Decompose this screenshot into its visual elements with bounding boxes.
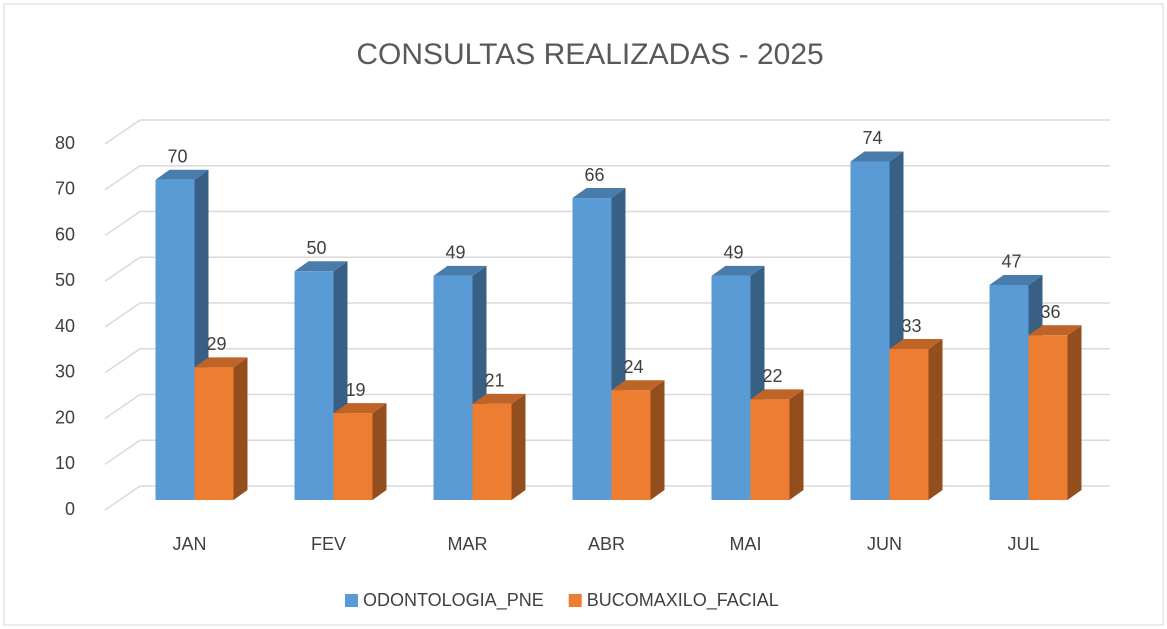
bar — [750, 399, 790, 500]
bar — [989, 284, 1029, 500]
x-tick-label: JAN — [172, 534, 206, 554]
grid-line — [104, 348, 1110, 374]
bar — [889, 349, 929, 500]
data-label: 19 — [345, 380, 365, 400]
bar — [611, 390, 651, 500]
grid-line — [104, 119, 1110, 145]
bar-top — [294, 261, 348, 272]
data-label: 29 — [206, 334, 226, 354]
data-label: 74 — [862, 128, 882, 148]
data-label: 47 — [1001, 252, 1021, 272]
y-tick-label: 50 — [55, 270, 75, 290]
bar-top — [1028, 325, 1082, 336]
bar-side — [650, 380, 665, 500]
data-label: 24 — [623, 357, 643, 377]
legend-label: BUCOMAXILO_FACIAL — [587, 590, 779, 611]
y-tick-label: 10 — [55, 453, 75, 473]
bar — [433, 275, 473, 500]
y-tick-label: 30 — [55, 362, 75, 382]
bar — [850, 161, 890, 500]
bar-top — [572, 188, 626, 199]
bar-top — [155, 169, 209, 180]
bar-side — [372, 403, 387, 500]
data-label: 33 — [901, 316, 921, 336]
bar — [1028, 335, 1068, 500]
bar-top — [850, 151, 904, 162]
data-label: 49 — [445, 243, 465, 263]
bar-top — [989, 274, 1043, 285]
grid-line — [104, 256, 1110, 282]
bar-side — [511, 393, 526, 500]
bar-side — [233, 357, 248, 500]
chart-title: CONSULTAS REALIZADAS - 2025 — [356, 38, 823, 71]
data-label: 70 — [167, 147, 187, 167]
bar-side — [789, 389, 804, 500]
y-tick-label: 20 — [55, 407, 75, 427]
data-label: 66 — [584, 165, 604, 185]
grid-line — [104, 302, 1110, 328]
data-label: 21 — [484, 371, 504, 391]
bar-top — [611, 380, 665, 391]
bar-top — [333, 403, 387, 414]
y-tick-label: 60 — [55, 224, 75, 244]
bar-top — [711, 265, 765, 276]
legend-label: ODONTOLOGIA_PNE — [363, 590, 544, 611]
bar — [572, 198, 612, 501]
legend-swatch — [568, 594, 582, 607]
bar-top — [889, 339, 943, 350]
y-tick-label: 0 — [65, 499, 75, 519]
bar-top — [433, 265, 487, 276]
x-tick-label: FEV — [311, 534, 346, 554]
bar-top — [194, 357, 248, 368]
grid-line — [104, 210, 1110, 237]
data-label: 22 — [762, 366, 782, 386]
x-tick-label: ABR — [588, 534, 625, 554]
bar-side — [928, 339, 943, 500]
bar-side — [1067, 325, 1082, 500]
bar-top — [750, 389, 804, 400]
bar-top — [472, 393, 526, 404]
data-label: 36 — [1040, 302, 1060, 322]
legend-swatch — [345, 594, 358, 607]
data-label: 50 — [306, 238, 326, 258]
bar — [333, 413, 373, 500]
grid-line — [104, 165, 1110, 191]
y-tick-label: 70 — [55, 179, 75, 199]
bar — [155, 179, 195, 500]
data-label: 49 — [723, 243, 743, 263]
x-tick-label: MAI — [729, 534, 761, 554]
bar — [472, 403, 512, 500]
x-tick-label: JUN — [867, 534, 902, 554]
y-tick-label: 80 — [55, 133, 75, 153]
y-tick-label: 40 — [55, 316, 75, 336]
bar — [294, 271, 334, 500]
x-tick-label: MAR — [448, 534, 488, 554]
bar — [711, 275, 751, 500]
x-tick-label: JUL — [1007, 534, 1039, 554]
bar — [194, 367, 234, 500]
